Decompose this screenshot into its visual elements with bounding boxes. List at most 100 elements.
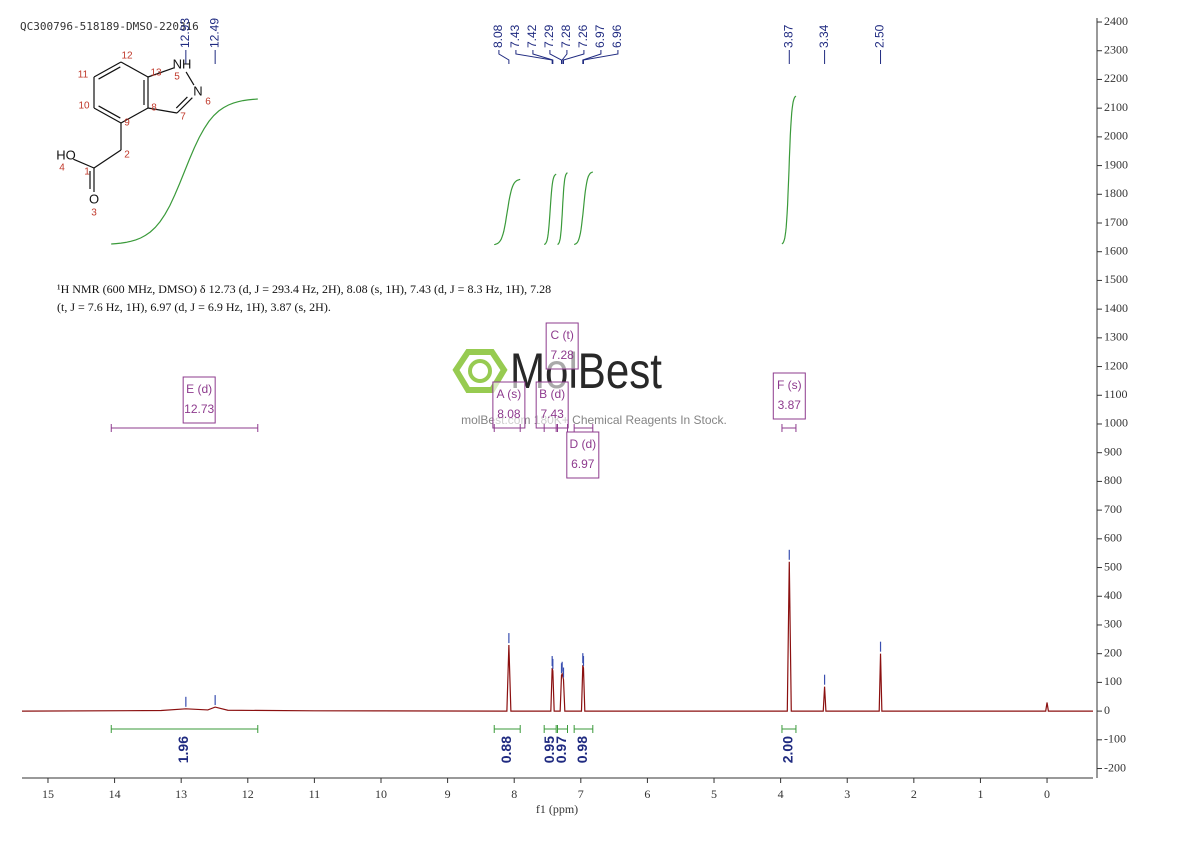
bond [98, 105, 121, 119]
integral-label: 1.96 [175, 736, 191, 763]
integral-curve [543, 173, 557, 246]
peak-connector [561, 50, 568, 64]
y-tick-label: 400 [1104, 588, 1122, 602]
y-tick-label: -100 [1104, 732, 1126, 746]
bond [147, 107, 178, 114]
bond [93, 149, 122, 169]
watermark-brand: MolBest [510, 343, 662, 399]
y-tick-label: 800 [1104, 473, 1122, 487]
logo [452, 349, 508, 393]
x-tick-label: 15 [42, 787, 54, 801]
spectrum-line [21, 561, 1093, 712]
atom-number: 13 [150, 68, 162, 79]
bond [98, 66, 121, 80]
y-tick-label: 300 [1104, 617, 1122, 631]
multiplet-label: F (s) [777, 378, 802, 392]
peak-connector [582, 50, 602, 64]
peak-label: 12.49 [207, 18, 221, 48]
integral-curve [781, 95, 797, 245]
integral-label: 0.95 [541, 736, 557, 763]
integral-label: 2.00 [780, 736, 796, 763]
logo [468, 359, 492, 383]
y-tick-label: 1700 [1104, 215, 1128, 229]
peak-label: 7.28 [559, 24, 573, 48]
multiplet-label: E (d) [186, 382, 212, 396]
atom-label: O [89, 191, 99, 206]
sample-id: QC300796-518189-DMSO-220316 [20, 20, 199, 33]
multiplet-shift: 7.28 [550, 348, 574, 362]
x-tick-label: 5 [711, 787, 717, 801]
atom-label: HO [56, 147, 76, 162]
multiplet-box [535, 381, 569, 429]
multiplet-shift: 12.73 [184, 402, 214, 416]
bond [175, 96, 188, 109]
peak-label: 12.93 [178, 18, 192, 48]
peak-connector [549, 50, 562, 64]
y-tick-label: 500 [1104, 559, 1122, 573]
bond [185, 71, 195, 86]
atom-number: 5 [174, 72, 180, 83]
y-tick-label: 2300 [1104, 42, 1128, 56]
peak-label: 7.42 [525, 24, 539, 48]
y-tick-label: 1900 [1104, 157, 1128, 171]
y-tick-label: 0 [1104, 703, 1110, 717]
multiplet-shift: 6.97 [571, 457, 595, 471]
peak-label: 3.87 [781, 24, 795, 48]
multiplet-box [772, 372, 806, 420]
peak-connector [498, 50, 510, 64]
multiplet-shift: 8.08 [497, 407, 521, 421]
y-tick-label: 2000 [1104, 129, 1128, 143]
atom-number: 9 [124, 118, 130, 129]
multiplet-label: C (t) [550, 328, 573, 342]
peak-label: 7.43 [508, 24, 522, 48]
y-tick-label: 700 [1104, 502, 1122, 516]
integral-label: 0.88 [498, 736, 514, 763]
y-tick-label: -200 [1104, 760, 1126, 774]
y-tick-label: 1800 [1104, 186, 1128, 200]
watermark: MolBest molBest.com 180K+ Chemical Reage… [452, 343, 727, 427]
bond [120, 107, 149, 124]
y-tick-label: 100 [1104, 674, 1122, 688]
x-tick-label: 1 [977, 787, 983, 801]
peak-connector [532, 50, 554, 64]
y-tick-label: 2100 [1104, 100, 1128, 114]
x-tick-label: 6 [644, 787, 650, 801]
bond [176, 97, 193, 114]
y-tick-label: 600 [1104, 531, 1122, 545]
x-tick-label: 0 [1044, 787, 1050, 801]
atom-label: N [193, 83, 202, 98]
y-tick-label: 1200 [1104, 358, 1128, 372]
multiplet-shift: 3.87 [778, 398, 802, 412]
integral-curve [111, 98, 258, 245]
y-tick-label: 200 [1104, 645, 1122, 659]
y-tick-label: 2200 [1104, 71, 1128, 85]
x-tick-label: 12 [242, 787, 254, 801]
x-tick-label: 14 [109, 787, 121, 801]
x-tick-label: 8 [511, 787, 517, 801]
x-tick-label: 9 [445, 787, 451, 801]
description-line: (t, J = 7.6 Hz, 1H), 6.97 (d, J = 6.9 Hz… [57, 300, 331, 314]
y-tick-label: 1100 [1104, 387, 1128, 401]
integral-label: 0.97 [553, 736, 569, 763]
atom-number: 3 [91, 208, 97, 219]
bond [93, 61, 122, 78]
y-tick-label: 1600 [1104, 243, 1128, 257]
x-tick-label: 3 [844, 787, 850, 801]
y-tick-label: 900 [1104, 444, 1122, 458]
atom-number: 10 [78, 101, 90, 112]
peak-label: 6.96 [610, 24, 624, 48]
peak-connector [515, 50, 553, 64]
atom-number: 7 [180, 112, 186, 123]
atom-label: NH [173, 56, 192, 71]
peak-label: 2.50 [873, 24, 887, 48]
atom-number: 6 [205, 97, 211, 108]
y-tick-label: 1000 [1104, 416, 1128, 430]
multiplet-label: D (d) [569, 437, 596, 451]
integral-curve [494, 178, 521, 246]
bond [93, 107, 122, 124]
y-tick-label: 2400 [1104, 14, 1128, 28]
multiplet-label: B (d) [539, 387, 565, 401]
integral-label: 0.98 [574, 736, 590, 763]
integral-curve [574, 171, 593, 246]
